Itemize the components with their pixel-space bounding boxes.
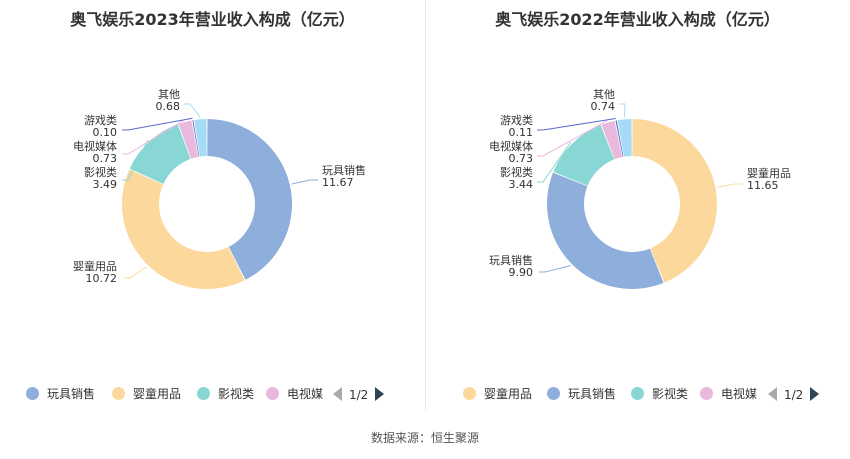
legend-item[interactable]: 电视媒 xyxy=(266,384,323,404)
chart-title: 奥飞娱乐2023年营业收入构成（亿元） xyxy=(70,10,355,29)
slice-value-label: 11.65 xyxy=(747,179,779,192)
pie-slice[interactable] xyxy=(194,119,207,157)
leader-line xyxy=(291,179,318,185)
leader-line xyxy=(537,120,608,157)
leader-line xyxy=(122,139,149,181)
legend-label: 婴童用品 xyxy=(133,387,182,401)
legend-swatch-icon xyxy=(197,386,210,400)
legend-swatch-icon xyxy=(547,386,560,400)
data-source-note: 数据来源：恒生聚源 xyxy=(370,431,479,445)
legend-swatch-icon xyxy=(631,386,644,400)
legend-label: 影视类 xyxy=(218,387,255,401)
slice-value-label: 3.49 xyxy=(93,178,118,191)
slice-name-label: 游戏类 xyxy=(84,113,117,127)
pie-slice[interactable] xyxy=(617,119,632,157)
slice-value-label: 0.10 xyxy=(93,126,118,139)
legend-label: 玩具销售 xyxy=(47,387,96,401)
slice-name-label: 婴童用品 xyxy=(747,166,791,180)
legend-item[interactable]: 玩具销售 xyxy=(547,384,616,404)
slice-value-label: 0.73 xyxy=(509,152,534,165)
panel-divider xyxy=(425,0,426,410)
legend-item[interactable]: 影视类 xyxy=(197,384,254,404)
legend-swatch-icon xyxy=(266,386,279,400)
pie-slice[interactable] xyxy=(207,119,292,280)
slice-name-label: 其他 xyxy=(593,88,615,101)
legend-item[interactable]: 婴童用品 xyxy=(112,384,181,404)
slice-value-label: 0.74 xyxy=(591,100,616,113)
slice-name-label: 电视媒体 xyxy=(489,139,533,153)
pager-text: 1/2 xyxy=(784,387,804,402)
slice-name-label: 其他 xyxy=(158,88,180,101)
legend-swatch-icon xyxy=(112,386,125,400)
slice-value-label: 0.73 xyxy=(93,152,118,165)
pie-slice[interactable] xyxy=(547,172,664,289)
legend-label: 电视媒 xyxy=(721,387,758,401)
legend-pager: 1/2 xyxy=(333,384,385,404)
leader-line xyxy=(122,119,185,155)
pie-slice[interactable] xyxy=(121,169,245,289)
chart-panel-2023: 奥飞娱乐2023年营业收入构成（亿元） 玩具销售 11.67 婴童用品 10.72 影视… xyxy=(0,0,425,420)
legend-label: 玩具销售 xyxy=(568,387,617,401)
slice-name-label: 婴童用品 xyxy=(73,259,117,273)
legend-item[interactable]: 玩具销售 xyxy=(26,384,95,404)
slice-value-label: 10.72 xyxy=(86,272,118,285)
legend: 婴童用品 玩具销售 影视类 电视媒 1/2 xyxy=(425,384,850,404)
pie-slice[interactable] xyxy=(553,125,615,186)
slice-name-label: 影视类 xyxy=(84,165,117,179)
legend-swatch-icon xyxy=(463,386,476,400)
legend-swatch-icon xyxy=(26,386,39,400)
legend-label: 婴童用品 xyxy=(484,387,533,401)
chart-panel-2022: 奥飞娱乐2022年营业收入构成（亿元） 婴童用品 11.65 玩具销售 9.90 影视类… xyxy=(425,0,850,420)
legend-item[interactable]: 婴童用品 xyxy=(463,384,532,404)
pie-slice[interactable] xyxy=(615,120,624,157)
legend-label: 影视类 xyxy=(652,387,689,401)
prev-page-icon[interactable] xyxy=(333,386,342,401)
slice-name-label: 影视类 xyxy=(500,165,533,179)
slice-name-label: 电视媒体 xyxy=(73,139,117,153)
slice-value-label: 9.90 xyxy=(509,266,534,279)
pie-slice[interactable] xyxy=(632,119,718,283)
leader-line xyxy=(619,103,626,118)
slice-value-label: 0.11 xyxy=(509,126,534,139)
legend-item[interactable]: 电视媒 xyxy=(700,384,757,404)
leader-line xyxy=(537,141,572,183)
leader-line xyxy=(717,183,743,188)
prev-page-icon[interactable] xyxy=(768,386,777,401)
pie-slice[interactable] xyxy=(601,120,623,160)
leader-line xyxy=(122,117,193,131)
slice-name-label: 玩具销售 xyxy=(322,163,366,177)
pie-slice[interactable] xyxy=(192,120,200,157)
leader-line xyxy=(539,265,571,273)
chart-title: 奥飞娱乐2022年营业收入构成（亿元） xyxy=(495,10,780,29)
legend-pager: 1/2 xyxy=(768,384,820,404)
legend-swatch-icon xyxy=(700,386,713,400)
pager-text: 1/2 xyxy=(349,387,369,402)
next-page-icon[interactable] xyxy=(375,386,385,401)
slice-value-label: 11.67 xyxy=(322,176,354,189)
pie-slice[interactable] xyxy=(178,120,199,159)
slice-value-label: 3.44 xyxy=(509,178,534,191)
leader-line xyxy=(124,266,148,279)
slice-name-label: 玩具销售 xyxy=(489,253,533,267)
pie-slice[interactable] xyxy=(129,124,191,184)
leader-line xyxy=(537,118,616,131)
slice-name-label: 游戏类 xyxy=(500,113,533,127)
legend-label: 电视媒 xyxy=(287,387,324,401)
slice-value-label: 0.68 xyxy=(156,100,181,113)
legend-item[interactable]: 影视类 xyxy=(631,384,688,404)
legend: 玩具销售 婴童用品 影视类 电视媒 1/2 xyxy=(0,384,425,404)
next-page-icon[interactable] xyxy=(810,386,820,401)
leader-line xyxy=(184,103,201,118)
